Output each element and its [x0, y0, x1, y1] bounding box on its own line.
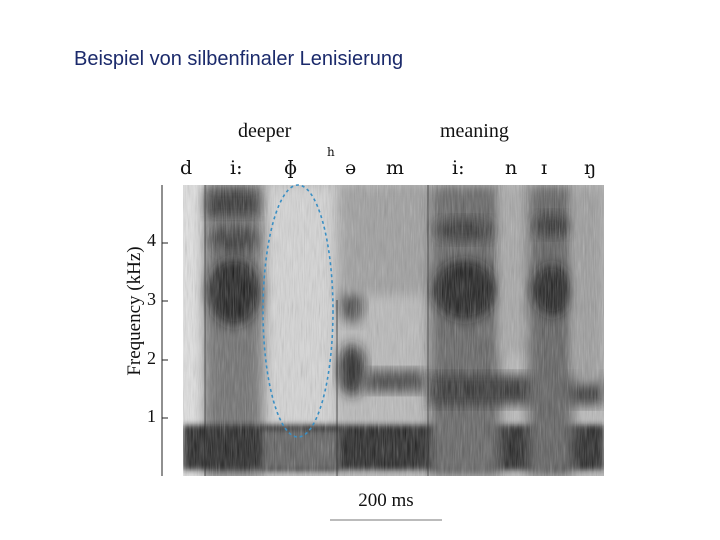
phone-label-i-long-2: i:: [452, 157, 465, 179]
phone-label-i-long: i:: [230, 157, 243, 179]
phone-label-phi: ɸ: [284, 157, 298, 179]
phone-label-aspiration: h: [327, 145, 335, 159]
phone-label-m: m: [386, 157, 405, 179]
spectrogram-image: [183, 185, 604, 476]
word-label-meaning: meaning: [440, 120, 509, 142]
y-tick-label-2: 2: [147, 348, 156, 368]
word-label-deeper: deeper: [238, 120, 292, 142]
slide-title: Beispiel von silbenfinaler Lenisierung: [74, 48, 404, 70]
phone-label-n: n: [505, 157, 518, 179]
time-scale-label: 200 ms: [358, 490, 414, 511]
phone-label-d: d: [180, 157, 193, 179]
highlight-ellipse: [262, 184, 334, 438]
y-tick-label-1: 1: [147, 406, 156, 426]
phone-label-schwa: ə: [345, 157, 357, 179]
y-tick-label-4: 4: [147, 230, 156, 250]
y-tick-label-3: 3: [147, 289, 156, 309]
phone-label-eng: ŋ: [584, 157, 597, 179]
phone-label-small-i: ɪ: [541, 157, 548, 179]
